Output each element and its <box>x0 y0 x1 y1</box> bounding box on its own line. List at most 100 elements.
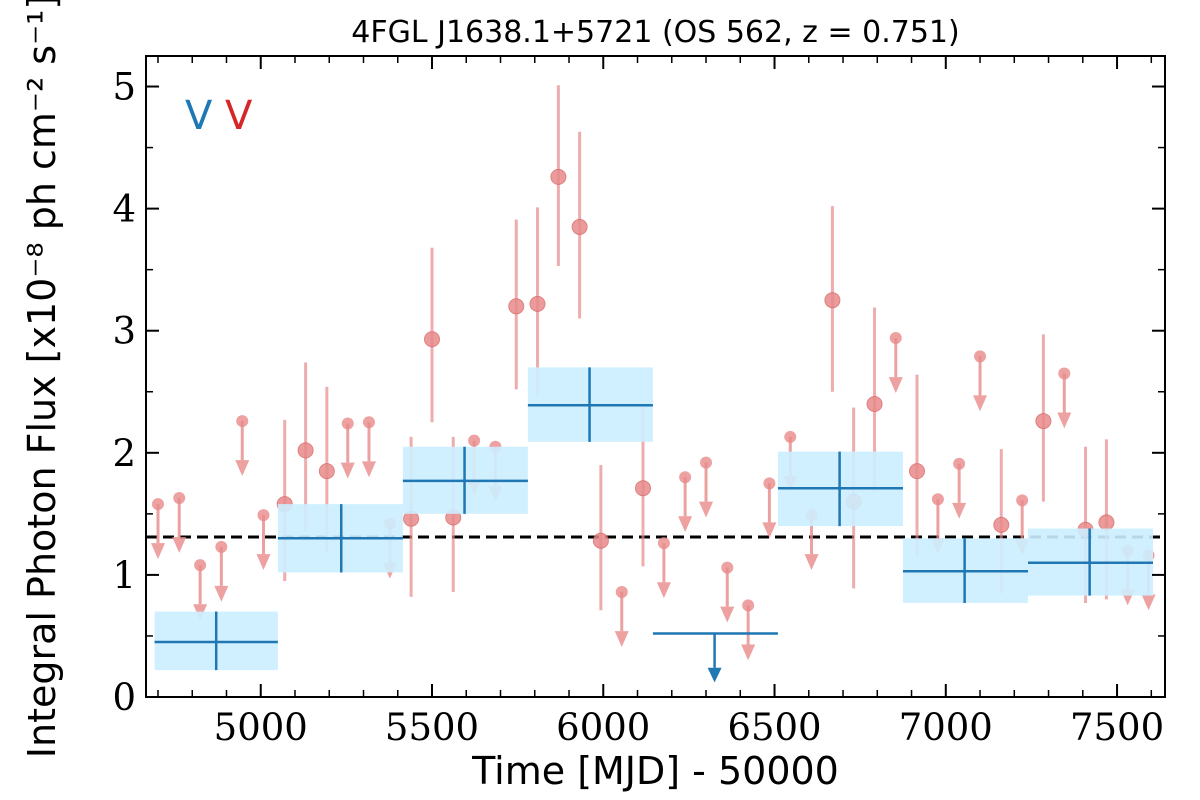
short-bin-point <box>952 457 967 519</box>
long-bin-point <box>402 446 528 514</box>
y-tick-label: 0 <box>112 676 136 719</box>
upper-limit-arrow <box>256 554 271 571</box>
short-bin-point <box>508 219 525 390</box>
y-tick-label: 2 <box>112 432 136 475</box>
short-bin-point <box>193 559 208 621</box>
y-tick-label: 5 <box>112 66 136 109</box>
upper-limit-arrow <box>699 501 714 518</box>
short-bin-point <box>762 477 777 539</box>
upper-limit-arrow <box>762 522 777 539</box>
data-point <box>909 463 926 480</box>
long-bin-point <box>1027 528 1154 596</box>
upper-limit-marker <box>615 585 628 598</box>
plot-frame <box>145 55 1166 698</box>
long-bin-point <box>527 367 653 442</box>
short-bin-point <box>340 417 355 479</box>
upper-limit-marker <box>215 540 228 553</box>
data-point <box>529 295 546 312</box>
y-tick-label: 3 <box>112 310 136 353</box>
short-bin-point <box>592 465 609 611</box>
upper-limit-marker <box>173 491 186 504</box>
upper-limit-arrow <box>1141 594 1156 611</box>
upper-limit-marker <box>742 599 755 612</box>
short-bin-point <box>424 247 441 423</box>
upper-limit-marker <box>194 559 207 572</box>
upper-limit-marker <box>1016 494 1029 507</box>
upper-limit-arrow <box>214 585 229 602</box>
short-bin-point <box>172 491 187 553</box>
upper-limit-arrow <box>741 644 756 661</box>
data-point <box>993 516 1010 533</box>
short-bin-point <box>1057 367 1072 429</box>
long-bin-series <box>154 367 1154 683</box>
short-bin-point <box>909 374 926 557</box>
upper-limit-marker <box>974 350 987 363</box>
upper-limit-marker <box>763 477 776 490</box>
short-bin-point <box>235 415 250 477</box>
upper-limit-marker <box>341 417 354 430</box>
upper-limit-arrow <box>172 537 187 553</box>
short-bin-point <box>529 207 546 396</box>
upper-limit-marker <box>1058 367 1071 380</box>
short-bin-point <box>361 416 376 478</box>
data-point <box>297 442 314 459</box>
data-point <box>824 292 841 309</box>
upper-limit-arrow <box>614 631 629 647</box>
x-tick-label: 6500 <box>727 706 821 749</box>
upper-limit-marker <box>889 332 902 345</box>
upper-limit-arrow <box>656 582 671 599</box>
upper-limit-arrow <box>150 543 165 560</box>
long-bin-point <box>777 451 903 527</box>
short-bin-point <box>888 332 903 393</box>
upper-limit-arrow <box>1057 412 1072 429</box>
upper-limit-marker <box>721 561 734 574</box>
upper-limit-marker <box>931 493 944 506</box>
y-tick-label: 4 <box>112 188 136 231</box>
long-bin-point <box>277 504 403 573</box>
upper-limit-marker <box>236 415 249 428</box>
short-bin-point <box>699 456 714 518</box>
short-bin-point <box>214 540 229 602</box>
short-bin-point <box>678 471 693 533</box>
short-bin-point <box>256 509 271 571</box>
upper-limit-arrow <box>678 516 693 533</box>
upper-limit-arrow <box>720 606 735 623</box>
upper-limit-arrow <box>340 462 355 479</box>
upper-limit-arrow <box>952 502 967 519</box>
axis-tick-labels: 5000 5500 6000 6500 7000 7500 0 1 2 3 4 5 <box>112 66 1164 749</box>
short-bin-point <box>297 362 314 533</box>
upper-limit-arrow <box>888 377 903 393</box>
x-tick-label: 5500 <box>385 706 479 749</box>
upper-limit-arrow <box>973 395 988 412</box>
data-point <box>550 168 567 185</box>
long-bin-point <box>652 632 778 683</box>
short-bin-point <box>550 85 567 267</box>
legend-entry: V <box>185 93 213 139</box>
short-bin-point <box>720 561 735 623</box>
short-bin-point <box>571 131 588 319</box>
data-point <box>571 218 588 235</box>
short-bin-point <box>150 498 165 560</box>
upper-limit-arrow <box>235 460 250 477</box>
upper-limit-marker <box>257 509 270 522</box>
x-axis-label: Time [MJD] - 50000 <box>471 749 839 793</box>
short-bin-point <box>973 350 988 412</box>
x-tick-label: 5000 <box>214 706 308 749</box>
data-point <box>1035 413 1052 430</box>
y-tick-label: 1 <box>112 554 136 597</box>
upper-limit-marker <box>700 456 713 469</box>
upper-limit-marker <box>657 537 670 550</box>
x-tick-label: 6000 <box>556 706 650 749</box>
upper-limit-marker <box>679 471 692 484</box>
data-point <box>318 463 335 480</box>
x-tick-label: 7000 <box>899 706 993 749</box>
data-point <box>424 331 441 348</box>
axis-ticks <box>146 56 1165 698</box>
short-bin-point <box>614 585 629 647</box>
short-bin-point <box>741 599 756 661</box>
data-point <box>634 480 651 497</box>
upper-limit-marker <box>953 457 966 470</box>
short-bin-point <box>824 206 841 392</box>
